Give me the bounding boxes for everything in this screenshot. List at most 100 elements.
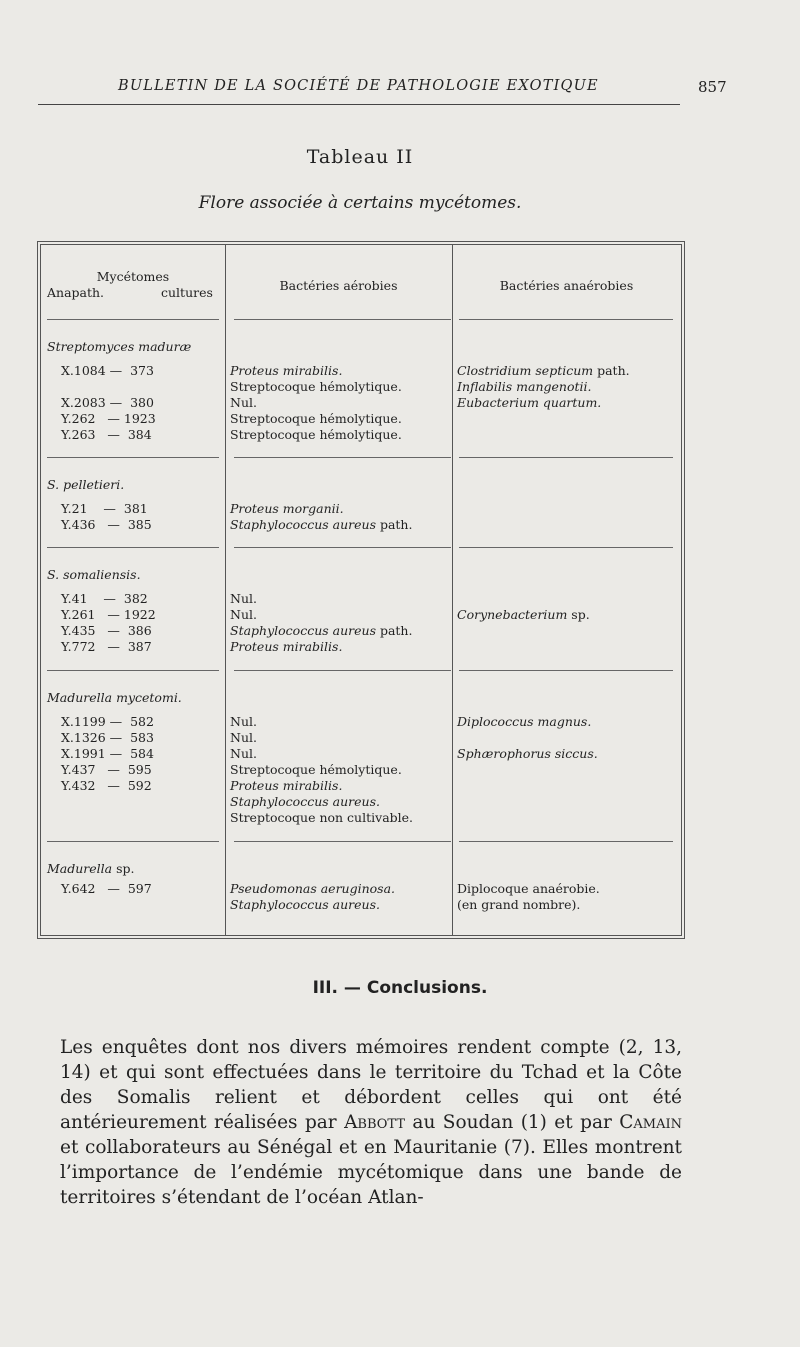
- row-separator: [47, 670, 219, 671]
- species-note: path.: [375, 517, 413, 532]
- section-heading: III. — Conclusions.: [312, 978, 488, 998]
- species-name: Eubacterium quartum.: [457, 395, 602, 410]
- table-subtitle: Flore associée à certains mycétomes.: [198, 193, 522, 213]
- author-name: Camain: [619, 1112, 682, 1133]
- group-name-text: Madurella: [47, 861, 113, 876]
- species-name: Staphylococcus aureus: [230, 623, 376, 638]
- col1-header-anapath: Anapath.: [47, 285, 105, 300]
- body-paragraph: Les enquêtes dont nos divers mémoires re…: [60, 1035, 682, 1210]
- specimen-code: Y.642 — 597: [61, 881, 152, 896]
- species-name: Clostridium septicum: [457, 363, 594, 378]
- table-title: Tableau II: [306, 146, 414, 168]
- row-separator: [47, 457, 219, 458]
- row-separator: [47, 319, 219, 320]
- author-name: Abbott: [344, 1112, 406, 1133]
- row-separator: [234, 841, 451, 842]
- aerobic-bacteria: Nul.: [230, 591, 257, 607]
- running-title: BULLETIN DE LA SOCIÉTÉ DE PATHOLOGIE EXO…: [118, 78, 599, 94]
- row-separator: [459, 841, 673, 842]
- group-name: Madurella mycetomi.: [47, 690, 182, 706]
- species-note: Streptocoque hémolytique.: [230, 762, 402, 777]
- species-name: Staphylococcus aureus.: [230, 794, 380, 809]
- anaerobic-bacteria: Corynebacterium sp.: [457, 607, 590, 623]
- aerobic-bacteria: Staphylococcus aureus.: [230, 897, 380, 913]
- species-note: path.: [375, 623, 413, 638]
- group-name-text: Streptomyces maduræ: [47, 339, 192, 354]
- row-separator: [234, 457, 451, 458]
- aerobic-bacteria: Staphylococcus aureus path.: [230, 623, 412, 639]
- anaerobic-bacteria: Eubacterium quartum.: [457, 395, 601, 411]
- aerobic-bacteria: Proteus morganii.: [230, 501, 344, 517]
- anaerobic-bacteria: Diplocoque anaérobie.: [457, 881, 600, 897]
- group-name: S. somaliensis.: [47, 567, 141, 583]
- aerobic-bacteria: Nul.: [230, 714, 257, 730]
- species-note: (en grand nombre).: [457, 897, 581, 912]
- species-name: Sphærophorus siccus.: [457, 746, 598, 761]
- species-note: Nul.: [230, 395, 257, 410]
- specimen-code: Y.21 — 381: [61, 501, 148, 516]
- species-note: path.: [593, 363, 630, 378]
- anaerobic-bacteria: (en grand nombre).: [457, 897, 580, 913]
- species-note: Diplocoque anaérobie.: [457, 881, 600, 896]
- col1-header-cultures: cultures: [161, 285, 213, 300]
- aerobic-bacteria: Proteus mirabilis.: [230, 639, 342, 655]
- species-note: sp.: [567, 607, 590, 622]
- specimen-code: Y.436 — 385: [61, 517, 152, 532]
- aerobic-bacteria: Nul.: [230, 746, 257, 762]
- species-note: Streptocoque hémolytique.: [230, 411, 402, 426]
- specimen-code: Y.432 — 592: [61, 778, 152, 793]
- row-separator: [234, 319, 451, 320]
- aerobic-bacteria: Nul.: [230, 607, 257, 623]
- aerobic-bacteria: Nul.: [230, 395, 257, 411]
- col1-header-line1: Mycétomes: [96, 269, 170, 284]
- aerobic-bacteria: Streptocoque hémolytique.: [230, 379, 402, 395]
- aerobic-bacteria: Streptocoque hémolytique.: [230, 411, 402, 427]
- species-note: Nul.: [230, 730, 257, 745]
- species-name: Proteus mirabilis.: [230, 363, 343, 378]
- species-name: Staphylococcus aureus.: [230, 897, 380, 912]
- specimen-code: Y.437 — 595: [61, 762, 152, 777]
- species-name: Staphylococcus aureus: [230, 517, 376, 532]
- species-note: Nul.: [230, 591, 257, 606]
- specimen-code: X.1326 — 583: [61, 730, 154, 745]
- aerobic-bacteria: Staphylococcus aureus.: [230, 794, 380, 810]
- header-rule: [38, 104, 680, 105]
- group-name: Madurella sp.: [47, 861, 135, 877]
- aerobic-bacteria: Proteus mirabilis.: [230, 778, 342, 794]
- col2-header: Bactéries aérobies: [279, 278, 398, 293]
- flora-table: Mycétomes Anapath. cultures Bactéries aé…: [37, 241, 685, 939]
- specimen-code: Y.261 — 1922: [61, 607, 156, 622]
- anaerobic-bacteria: Diplococcus magnus.: [457, 714, 591, 730]
- group-name-text: Madurella mycetomi.: [47, 690, 182, 705]
- column-divider: [225, 245, 226, 935]
- paragraph-text: Les enquêtes dont nos divers mémoires re…: [60, 1037, 682, 1133]
- aerobic-bacteria: Nul.: [230, 730, 257, 746]
- species-note: Streptocoque hémolytique.: [230, 379, 402, 394]
- group-name-text: S. somaliensis.: [47, 567, 141, 582]
- aerobic-bacteria: Streptocoque non cultivable.: [230, 810, 413, 826]
- row-separator: [234, 670, 451, 671]
- species-name: Proteus mirabilis.: [230, 778, 343, 793]
- column-divider: [452, 245, 453, 935]
- species-name: Pseudomonas aeruginosa.: [230, 881, 396, 896]
- row-separator: [47, 547, 219, 548]
- group-name-suffix: sp.: [112, 861, 135, 876]
- species-note: Nul.: [230, 746, 257, 761]
- group-name: S. pelletieri.: [47, 477, 124, 493]
- row-separator: [47, 841, 219, 842]
- aerobic-bacteria: Staphylococcus aureus path.: [230, 517, 412, 533]
- aerobic-bacteria: Streptocoque hémolytique.: [230, 762, 402, 778]
- paragraph-text: au Soudan (1) et par: [405, 1112, 620, 1133]
- group-name: Streptomyces maduræ: [47, 339, 191, 355]
- anaerobic-bacteria: Sphærophorus siccus.: [457, 746, 598, 762]
- anaerobic-bacteria: Clostridium septicum path.: [457, 363, 630, 379]
- species-note: Nul.: [230, 607, 257, 622]
- species-name: Proteus morganii.: [230, 501, 344, 516]
- group-name-text: S. pelletieri.: [47, 477, 125, 492]
- anaerobic-bacteria: Inflabilis mangenotii.: [457, 379, 592, 395]
- species-name: Diplococcus magnus.: [457, 714, 592, 729]
- row-separator: [459, 547, 673, 548]
- specimen-code: X.1084 — 373: [61, 363, 154, 378]
- page-number: 857: [698, 78, 727, 96]
